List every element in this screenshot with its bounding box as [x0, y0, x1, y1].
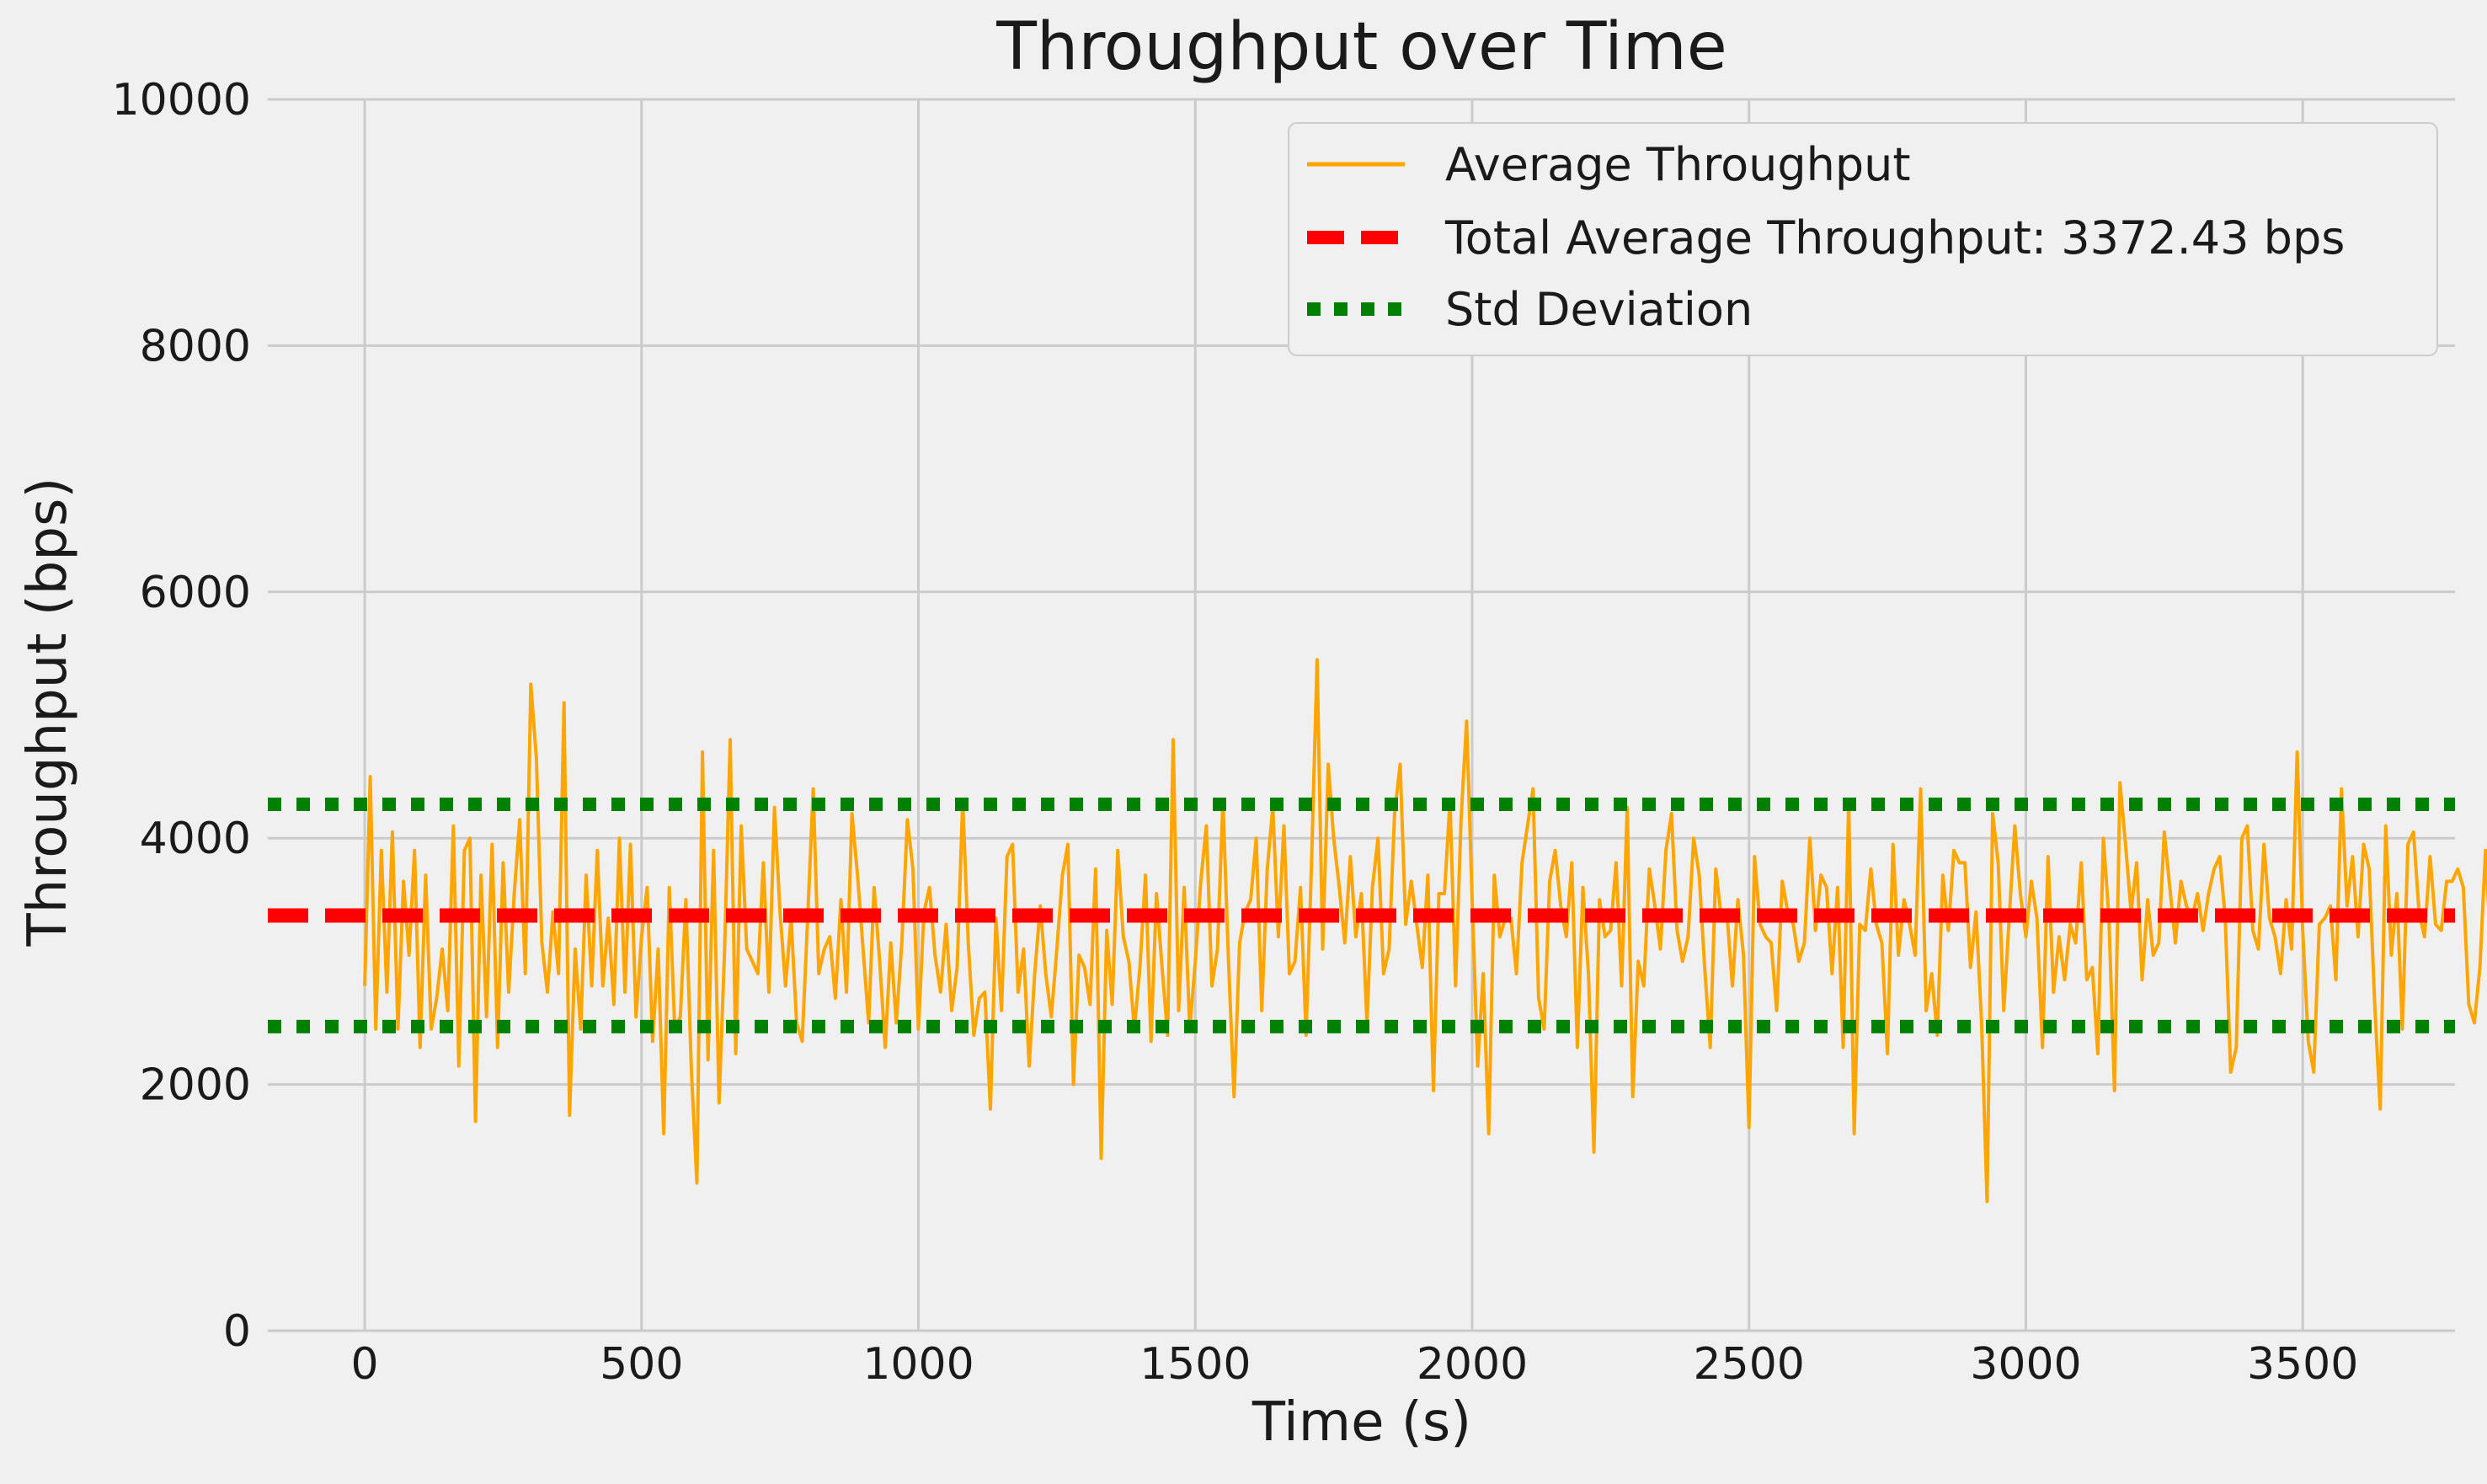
y-tick-label: 4000 — [140, 814, 251, 864]
x-tick-label: 500 — [600, 1339, 683, 1390]
average-throughput-line — [363, 658, 2487, 1204]
legend-label-std: Std Deviation — [1445, 283, 1753, 336]
y-axis-label: Throughput (bps) — [17, 478, 79, 948]
legend-box — [1288, 122, 2438, 356]
y-tick-label: 10000 — [112, 75, 251, 125]
x-axis-label: Time (s) — [1252, 1391, 1471, 1454]
y-tick-labels: 0 2000 4000 6000 8000 10000 — [112, 75, 251, 1357]
y-tick-label: 2000 — [140, 1060, 251, 1111]
legend-label-average: Average Throughput — [1445, 138, 1911, 191]
x-tick-label: 1500 — [1139, 1339, 1251, 1390]
x-tick-label: 1000 — [862, 1339, 974, 1390]
x-tick-label: 3000 — [1970, 1339, 2081, 1390]
x-tick-label: 0 — [351, 1339, 379, 1390]
x-tick-label: 3500 — [2247, 1339, 2358, 1390]
series-layer — [268, 658, 2487, 1204]
y-tick-label: 6000 — [140, 568, 251, 618]
y-tick-label: 8000 — [140, 321, 251, 371]
chart-title: Throughput over Time — [995, 9, 1726, 85]
x-tick-label: 2500 — [1694, 1339, 1805, 1390]
legend: Average Throughput Total Average Through… — [1288, 122, 2438, 356]
y-tick-label: 0 — [223, 1306, 251, 1357]
legend-label-total-average: Total Average Throughput: 3372.43 bps — [1444, 211, 2345, 264]
x-tick-labels: 0 500 1000 1500 2000 2500 3000 3500 — [351, 1339, 2359, 1390]
x-tick-label: 2000 — [1417, 1339, 1528, 1390]
